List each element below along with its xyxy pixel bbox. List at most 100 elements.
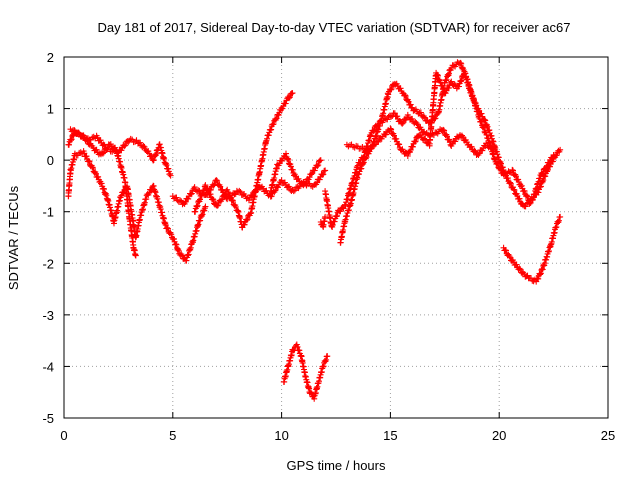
data-point	[526, 200, 533, 207]
data-point	[496, 159, 503, 166]
data-point	[118, 147, 125, 154]
data-point	[362, 155, 369, 162]
y-tick-label: -5	[42, 411, 54, 426]
series-track-j	[500, 213, 564, 285]
data-point	[481, 116, 488, 123]
series-track-l	[317, 213, 329, 230]
data-point	[246, 197, 252, 204]
data-point	[179, 252, 186, 259]
data-point	[264, 135, 270, 142]
data-point	[333, 213, 340, 220]
x-tick-label: 0	[60, 428, 67, 443]
data-point	[401, 92, 408, 98]
data-point	[513, 261, 520, 268]
data-point	[432, 115, 439, 122]
data-point	[320, 171, 327, 178]
data-point	[286, 95, 292, 102]
data-point	[236, 187, 243, 194]
data-point	[194, 203, 200, 210]
data-point	[522, 203, 529, 210]
data-point	[91, 169, 98, 176]
data-point	[174, 246, 181, 253]
data-point	[397, 85, 404, 92]
data-point	[322, 213, 329, 220]
data-point	[387, 125, 394, 132]
data-point	[100, 149, 107, 156]
data-point	[507, 254, 514, 261]
data-point	[540, 169, 546, 176]
x-tick-label: 20	[492, 428, 506, 443]
data-point	[323, 356, 330, 363]
data-point	[95, 173, 102, 180]
data-point	[295, 175, 302, 182]
data-point	[197, 196, 203, 203]
data-point	[101, 186, 107, 193]
data-point	[188, 190, 195, 197]
data-point	[371, 142, 378, 149]
data-point	[284, 156, 291, 163]
data-point	[122, 142, 129, 149]
data-point	[504, 175, 511, 182]
data-point	[470, 94, 477, 101]
data-point	[499, 164, 506, 171]
data-point	[388, 86, 395, 93]
data-point	[440, 126, 447, 133]
data-point	[162, 160, 169, 167]
data-point	[543, 164, 550, 170]
series-track-e	[191, 90, 296, 231]
x-tick-label: 5	[169, 428, 176, 443]
data-point	[417, 132, 424, 139]
data-point	[476, 150, 483, 157]
data-point	[214, 202, 221, 209]
y-tick-label: 0	[47, 153, 54, 168]
data-point	[227, 192, 234, 199]
data-point	[121, 143, 128, 150]
data-point	[185, 195, 192, 202]
x-tick-label: 10	[274, 428, 288, 443]
data-point	[417, 109, 424, 116]
data-point	[153, 150, 160, 157]
y-tick-label: 1	[47, 102, 54, 117]
series-track-b	[65, 127, 139, 259]
data-point	[387, 86, 394, 93]
data-point	[164, 225, 171, 232]
data-point	[296, 347, 303, 354]
data-point	[308, 171, 315, 178]
data-point	[444, 71, 451, 78]
series-track-k	[280, 341, 331, 402]
data-point	[247, 210, 254, 217]
series-track-c	[67, 126, 174, 179]
data-point	[384, 116, 391, 123]
data-point	[102, 191, 109, 198]
data-point	[388, 126, 395, 133]
data-point	[198, 212, 205, 219]
data-point	[185, 252, 191, 259]
data-point	[192, 208, 199, 215]
data-point	[289, 90, 296, 97]
data-point	[383, 131, 389, 138]
data-point	[230, 197, 236, 204]
data-point	[273, 115, 280, 122]
data-point	[443, 76, 450, 83]
data-point	[97, 137, 104, 144]
data-point	[549, 155, 555, 162]
data-point	[483, 122, 490, 129]
data-point	[98, 180, 105, 187]
data-point	[516, 195, 523, 202]
data-point	[137, 139, 144, 146]
data-point	[287, 163, 294, 170]
y-tick-label: -4	[42, 359, 54, 374]
data-point	[268, 193, 275, 200]
data-point	[279, 158, 286, 164]
data-point	[92, 170, 99, 177]
data-point	[486, 127, 493, 134]
x-tick-label: 15	[383, 428, 397, 443]
data-point	[244, 216, 251, 223]
data-point	[316, 176, 323, 183]
data-point	[173, 241, 180, 248]
data-point	[557, 146, 564, 153]
data-point	[407, 101, 414, 108]
data-point	[552, 224, 559, 231]
data-point	[421, 114, 428, 121]
grid	[64, 57, 608, 418]
